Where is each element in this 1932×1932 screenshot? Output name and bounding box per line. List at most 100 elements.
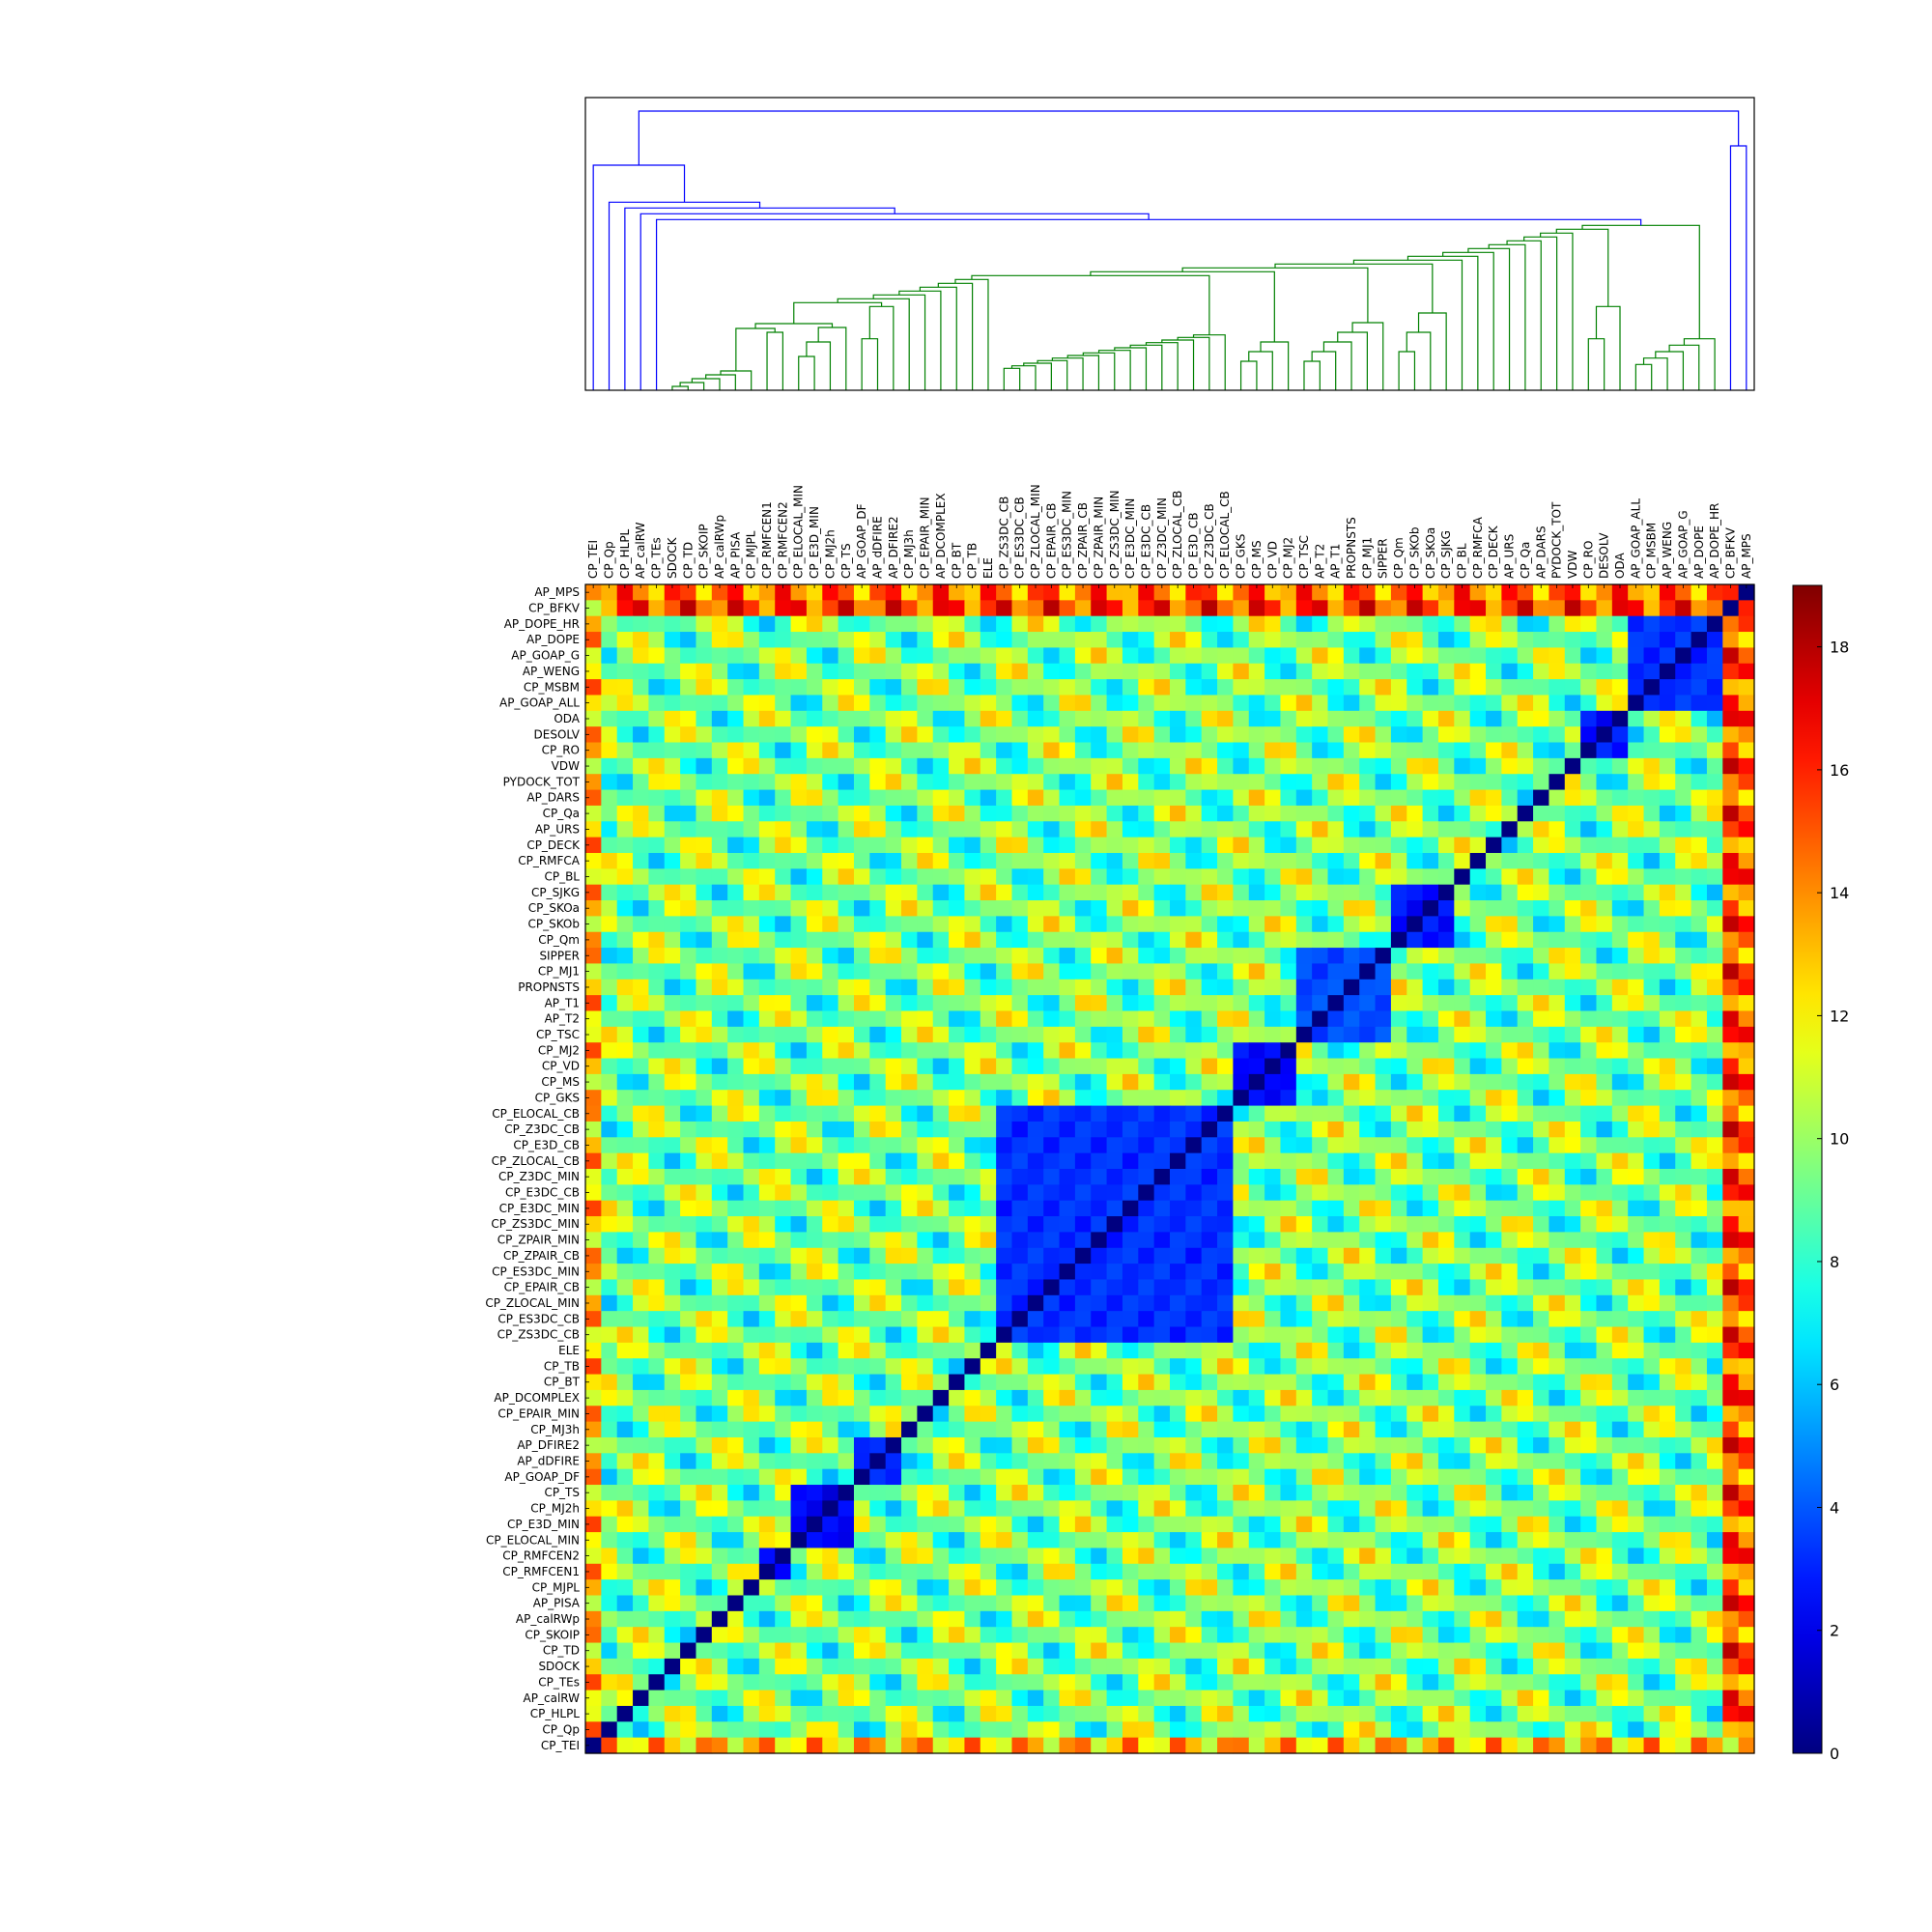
heatmap-cell bbox=[1043, 1389, 1061, 1406]
heatmap-cell bbox=[869, 1216, 887, 1233]
heatmap-cell bbox=[949, 1468, 966, 1486]
heatmap-cell bbox=[1312, 695, 1329, 712]
heatmap-cell bbox=[696, 726, 713, 744]
heatmap-cell bbox=[648, 821, 666, 838]
heatmap-cell bbox=[822, 710, 839, 727]
heatmap-cell bbox=[727, 1374, 745, 1391]
heatmap-cell bbox=[1469, 1500, 1487, 1518]
heatmap-cell bbox=[838, 1042, 855, 1060]
heatmap-cell bbox=[1533, 1468, 1550, 1486]
heatmap-cell bbox=[1454, 1579, 1471, 1597]
heatmap-cell bbox=[964, 1264, 981, 1281]
heatmap-cell bbox=[949, 647, 966, 665]
heatmap-cell bbox=[1722, 695, 1740, 712]
heatmap-cell bbox=[1628, 1137, 1645, 1154]
heatmap-cell bbox=[1643, 1105, 1661, 1122]
heatmap-cell bbox=[1675, 1247, 1692, 1264]
heatmap-cell bbox=[1643, 884, 1661, 901]
heatmap-cell bbox=[1106, 1058, 1123, 1075]
heatmap-cell bbox=[758, 1216, 776, 1233]
heatmap-cell bbox=[1264, 1500, 1282, 1518]
heatmap-cell bbox=[885, 1627, 902, 1644]
heatmap-cell bbox=[1643, 710, 1661, 727]
heatmap-cell bbox=[1643, 1232, 1661, 1249]
heatmap-cell bbox=[1486, 1548, 1502, 1565]
heatmap-cell bbox=[585, 1105, 602, 1122]
heatmap-cell bbox=[711, 979, 728, 996]
heatmap-cell bbox=[1043, 695, 1061, 712]
heatmap-cell bbox=[1106, 1563, 1123, 1580]
heatmap-cell bbox=[1343, 1264, 1360, 1281]
heatmap-cell bbox=[775, 710, 792, 727]
heatmap-cell bbox=[601, 600, 618, 617]
heatmap-cell bbox=[601, 679, 618, 696]
heatmap-cell bbox=[996, 1105, 1013, 1122]
heatmap-cell bbox=[680, 1627, 697, 1644]
heatmap-cell bbox=[917, 916, 934, 933]
heatmap-cell bbox=[1375, 1516, 1392, 1533]
heatmap-cell bbox=[917, 1326, 934, 1344]
heatmap-cell bbox=[1722, 1421, 1740, 1438]
heatmap-cell bbox=[1437, 1010, 1455, 1028]
heatmap-cell bbox=[949, 663, 966, 680]
heatmap-cell bbox=[1517, 615, 1534, 633]
heatmap-cell bbox=[853, 1121, 870, 1138]
heatmap-cell bbox=[1690, 931, 1708, 949]
heatmap-cell bbox=[1517, 900, 1534, 917]
heatmap-cell bbox=[869, 710, 887, 727]
heatmap-cell bbox=[711, 931, 728, 949]
heatmap-cell bbox=[1454, 1468, 1471, 1486]
heatmap-cell bbox=[1611, 1389, 1629, 1406]
heatmap-cell bbox=[1611, 1232, 1629, 1249]
heatmap-cell bbox=[1548, 679, 1566, 696]
heatmap-cell bbox=[790, 584, 808, 601]
heatmap-cell bbox=[664, 1579, 681, 1597]
heatmap-cell bbox=[664, 1137, 681, 1154]
heatmap-cell bbox=[1217, 1026, 1234, 1043]
heatmap-cell bbox=[1011, 884, 1029, 901]
heatmap-cell bbox=[885, 584, 902, 601]
heatmap-cell bbox=[648, 695, 666, 712]
heatmap-cell bbox=[901, 1279, 918, 1296]
heatmap-cell bbox=[1675, 1073, 1692, 1091]
heatmap-cell bbox=[1091, 1610, 1108, 1628]
heatmap-cell bbox=[1264, 1516, 1282, 1533]
heatmap-cell bbox=[1469, 600, 1487, 617]
heatmap-cell bbox=[1596, 774, 1613, 791]
heatmap-cell bbox=[680, 1532, 697, 1549]
heatmap-cell bbox=[711, 1421, 728, 1438]
heatmap-cell bbox=[1327, 884, 1345, 901]
heatmap-cell bbox=[1643, 615, 1661, 633]
heatmap-cell bbox=[1406, 584, 1424, 601]
heatmap-cell bbox=[949, 995, 966, 1012]
heatmap-cell bbox=[1422, 1121, 1439, 1138]
heatmap-cell bbox=[1170, 1548, 1186, 1565]
heatmap-cell bbox=[1043, 679, 1061, 696]
heatmap-cell bbox=[885, 726, 902, 744]
heatmap-cell bbox=[1375, 1184, 1392, 1202]
heatmap-cell bbox=[1643, 1579, 1661, 1597]
heatmap-cell bbox=[1375, 1152, 1392, 1170]
heatmap-cell bbox=[1185, 1326, 1203, 1344]
heatmap-cell bbox=[1280, 916, 1297, 933]
heatmap-cell bbox=[1122, 789, 1139, 807]
heatmap-cell bbox=[822, 1358, 839, 1376]
heatmap-cell bbox=[758, 1579, 776, 1597]
heatmap-cell bbox=[1027, 1152, 1044, 1170]
heatmap-cell bbox=[1437, 600, 1455, 617]
heatmap-cell bbox=[1437, 900, 1455, 917]
heatmap-cell bbox=[980, 1374, 997, 1391]
heatmap-cell bbox=[1233, 868, 1250, 886]
heatmap-cell bbox=[775, 916, 792, 933]
heatmap-cell bbox=[901, 1216, 918, 1233]
heatmap-cell bbox=[1280, 1579, 1297, 1597]
heatmap-cell bbox=[680, 1548, 697, 1565]
heatmap-cell bbox=[601, 1389, 618, 1406]
heatmap-cell bbox=[1011, 979, 1029, 996]
heatmap-cell bbox=[980, 979, 997, 996]
heatmap-cell bbox=[616, 1326, 634, 1344]
heatmap-cell bbox=[1091, 600, 1108, 617]
heatmap-cell bbox=[885, 679, 902, 696]
heatmap-cell bbox=[1091, 695, 1108, 712]
heatmap-cell bbox=[1422, 1294, 1439, 1312]
